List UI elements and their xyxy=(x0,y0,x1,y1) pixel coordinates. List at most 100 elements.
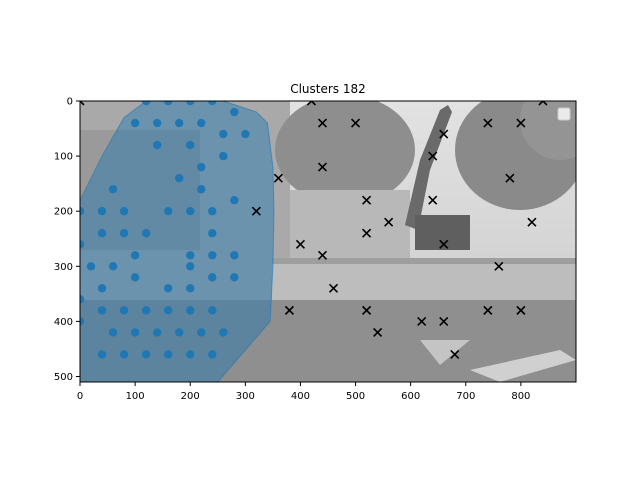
cluster-region xyxy=(80,101,275,382)
cluster-point xyxy=(163,101,173,106)
cluster-point xyxy=(186,306,195,315)
cluster-point xyxy=(97,229,107,238)
cluster-point xyxy=(119,229,129,238)
noise-point xyxy=(483,305,493,315)
cluster-point xyxy=(208,306,217,315)
y-tick-label: 400 xyxy=(54,317,73,328)
chart-title: Clusters 182 xyxy=(290,82,366,96)
y-tick-label: 100 xyxy=(54,152,73,163)
cluster-point xyxy=(80,240,85,249)
cluster-point xyxy=(130,328,140,337)
cluster-point xyxy=(186,101,195,106)
y-tick-label: 200 xyxy=(54,207,73,218)
noise-point xyxy=(317,118,328,128)
cluster-point xyxy=(219,151,228,161)
noise-point xyxy=(284,305,294,315)
cluster-point xyxy=(208,229,217,238)
cluster-point xyxy=(141,306,151,315)
cluster-point xyxy=(219,328,228,337)
y-tick-label: 300 xyxy=(54,262,73,273)
cluster-point xyxy=(141,350,151,359)
cluster-point xyxy=(119,206,129,216)
cluster-point xyxy=(97,284,107,293)
cluster-point xyxy=(175,328,184,337)
noise-point xyxy=(362,195,372,205)
noise-point xyxy=(428,195,438,205)
noise-point xyxy=(251,206,261,216)
cluster-point xyxy=(141,229,151,238)
cluster-point xyxy=(80,317,85,326)
noise-point xyxy=(384,217,394,227)
cluster-point xyxy=(208,350,217,359)
cluster-point xyxy=(119,306,129,315)
cluster-point xyxy=(97,306,107,315)
cluster-point xyxy=(186,140,195,150)
cluster-point xyxy=(163,350,173,359)
x-tick-label: 300 xyxy=(236,391,255,402)
noise-point xyxy=(362,228,372,238)
noise-point xyxy=(317,250,328,260)
noise-point xyxy=(80,101,85,106)
cluster-point xyxy=(230,273,239,282)
noise-point xyxy=(516,118,526,128)
cluster-point xyxy=(80,206,85,216)
cluster-point xyxy=(86,262,96,271)
x-tick-label: 400 xyxy=(291,391,310,402)
noise-point xyxy=(417,316,427,326)
noise-point xyxy=(439,239,449,249)
cluster-point xyxy=(163,306,173,315)
cluster-point xyxy=(141,101,151,106)
noise-point xyxy=(350,118,361,128)
y-axis: 0 100 200 300 400 500 xyxy=(54,97,80,383)
cluster-point xyxy=(208,273,217,282)
cluster-point xyxy=(230,107,239,117)
noise-point xyxy=(439,129,449,139)
cluster-point xyxy=(175,173,184,183)
legend-box xyxy=(557,107,571,121)
cluster-point xyxy=(152,118,162,128)
cluster-point xyxy=(241,129,250,139)
cluster-point xyxy=(197,184,206,194)
noise-point xyxy=(516,305,526,315)
cluster-point xyxy=(219,129,228,139)
noise-point xyxy=(328,283,339,293)
background-photo xyxy=(80,101,576,382)
x-tick-label: 200 xyxy=(181,391,200,402)
x-tick-label: 700 xyxy=(456,391,475,402)
noise-point xyxy=(505,173,515,183)
cluster-point xyxy=(97,206,107,216)
noise-point xyxy=(317,162,328,172)
noise-point xyxy=(494,261,504,271)
cluster-point xyxy=(186,251,195,260)
cluster-point xyxy=(163,206,173,216)
cluster-point xyxy=(208,101,217,106)
x-axis: 0 100 200 300 400 500 600 700 800 xyxy=(77,382,530,402)
cluster-point xyxy=(130,273,140,282)
noise-point xyxy=(439,316,449,326)
cluster-point xyxy=(152,328,162,337)
noise-point xyxy=(483,118,493,128)
noise-point xyxy=(273,173,283,183)
cluster-point xyxy=(186,350,195,359)
noise-point xyxy=(538,101,548,106)
cluster-point xyxy=(186,262,195,271)
noise-point xyxy=(428,151,438,161)
noise-points xyxy=(80,101,548,360)
noise-point xyxy=(362,305,372,315)
cluster-point xyxy=(130,118,140,128)
cluster-point xyxy=(197,118,206,128)
cluster-point xyxy=(130,251,140,260)
cluster-point xyxy=(108,328,118,337)
x-tick-label: 800 xyxy=(511,391,530,402)
y-tick-label: 0 xyxy=(67,97,73,108)
cluster-point xyxy=(163,284,173,293)
plot-frame xyxy=(79,100,577,383)
noise-point xyxy=(373,327,383,337)
y-tick-label: 500 xyxy=(54,372,73,383)
cluster-point xyxy=(175,118,184,128)
cluster-point xyxy=(97,350,107,359)
cluster-point xyxy=(108,262,118,271)
cluster-point xyxy=(208,251,217,260)
cluster-point xyxy=(208,206,217,216)
